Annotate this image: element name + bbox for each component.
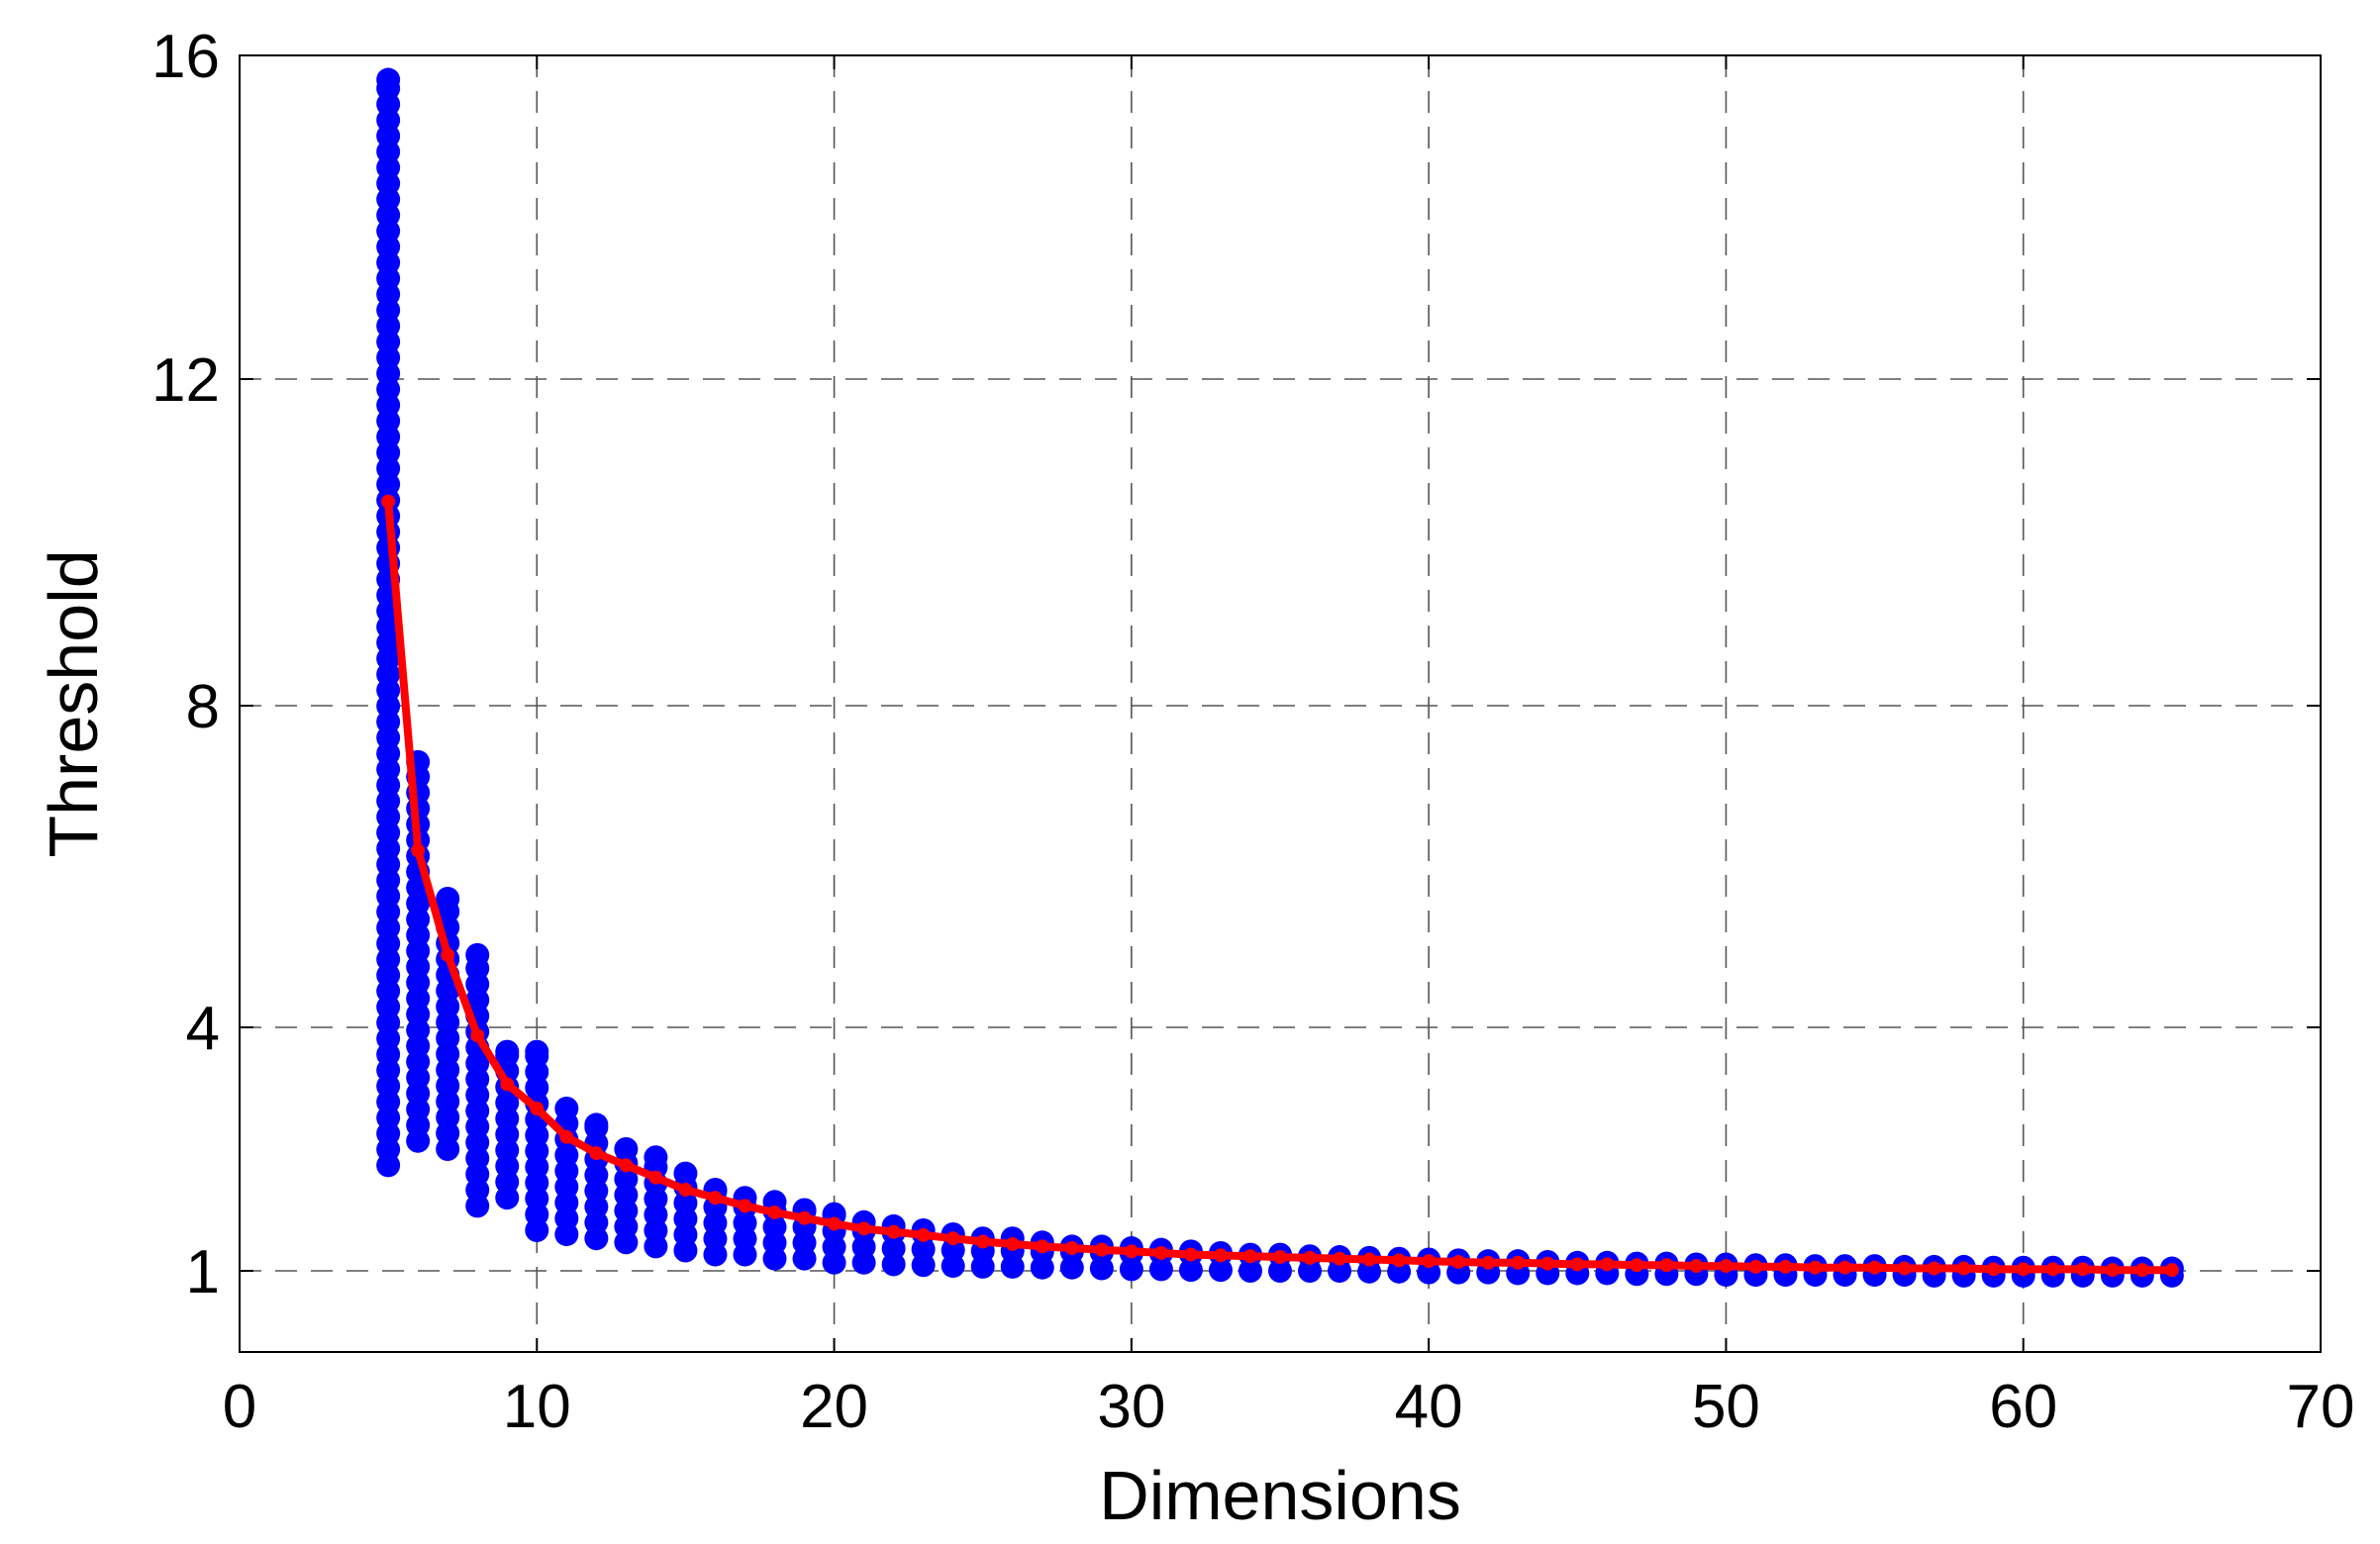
line-point <box>500 1077 515 1092</box>
x-tick-label: 10 <box>503 1373 571 1441</box>
line-point <box>2016 1262 2031 1277</box>
y-tick-label: 1 <box>186 1238 220 1306</box>
line-point <box>1927 1261 1941 1276</box>
line-point <box>619 1158 634 1173</box>
line-point <box>1064 1241 1079 1256</box>
line-point <box>1183 1247 1198 1262</box>
line-point <box>2164 1263 2179 1278</box>
line-point <box>470 1028 485 1043</box>
line-point <box>827 1216 842 1231</box>
scatter-point <box>584 1112 609 1137</box>
line-point <box>1362 1252 1377 1267</box>
plot-frame <box>239 54 2322 1353</box>
scatter-point <box>376 67 401 92</box>
scatter-point <box>644 1145 668 1170</box>
line-point <box>1242 1249 1257 1264</box>
x-axis-ticks: 0 10 20 30 40 50 60 70 <box>223 55 2355 1441</box>
plot-background <box>240 55 2321 1352</box>
line-point <box>530 1102 545 1115</box>
line-point <box>1778 1259 1793 1274</box>
line-point <box>1956 1261 1971 1276</box>
scatter-point <box>614 1137 639 1161</box>
line-point <box>1540 1256 1555 1271</box>
line-point <box>797 1210 812 1225</box>
line-point <box>1392 1253 1407 1268</box>
line-point <box>1451 1254 1466 1269</box>
line-point <box>2075 1262 2090 1277</box>
line-point <box>1897 1261 1912 1276</box>
x-axis-label: Dimensions <box>1099 1457 1461 1534</box>
line-point <box>1659 1258 1674 1273</box>
line-point <box>1630 1258 1644 1273</box>
x-tick-label: 60 <box>1989 1373 2057 1441</box>
line-point <box>856 1221 871 1236</box>
line-point <box>1808 1260 1823 1275</box>
scatter-point <box>495 1039 520 1064</box>
line-point <box>886 1224 901 1239</box>
line-point <box>559 1129 574 1144</box>
scatter-point <box>465 942 490 967</box>
line-point <box>1481 1255 1496 1270</box>
scatter-point <box>525 1039 549 1064</box>
line-point <box>1333 1251 1347 1266</box>
line-point <box>411 843 426 858</box>
x-tick-label: 0 <box>223 1373 256 1441</box>
scatter-point <box>673 1161 698 1186</box>
line-point <box>589 1146 604 1161</box>
line-point <box>916 1227 931 1242</box>
line-point <box>1035 1239 1049 1254</box>
line-point <box>1837 1260 1852 1275</box>
line-point <box>1422 1254 1437 1269</box>
line-point <box>648 1170 663 1185</box>
line-point <box>1570 1257 1585 1272</box>
line-point <box>1124 1244 1139 1259</box>
scatter-point <box>436 887 460 911</box>
line-point <box>975 1234 990 1249</box>
line-point <box>1153 1245 1168 1260</box>
x-tick-label: 30 <box>1097 1373 1165 1441</box>
line-point <box>1719 1259 1734 1274</box>
y-axis-ticks: 1 4 8 12 16 <box>151 23 2321 1306</box>
line-point <box>1986 1262 2001 1277</box>
line-point <box>945 1231 960 1246</box>
line-point <box>678 1183 693 1197</box>
line-point <box>2134 1263 2149 1278</box>
line-point <box>1303 1250 1318 1265</box>
line-point <box>1748 1259 1763 1274</box>
line-point <box>381 494 396 509</box>
line-point <box>1600 1257 1615 1272</box>
line-point <box>1867 1260 1882 1275</box>
line-point <box>738 1199 752 1213</box>
x-tick-label: 50 <box>1692 1373 1760 1441</box>
line-point <box>1689 1259 1704 1274</box>
line-point <box>708 1191 723 1206</box>
y-axis-label: Threshold <box>35 549 112 857</box>
line-point <box>1094 1242 1109 1257</box>
scatter-point <box>554 1097 579 1120</box>
y-tick-label: 12 <box>151 346 220 415</box>
y-tick-label: 4 <box>186 995 220 1063</box>
line-point <box>1213 1248 1228 1263</box>
y-tick-label: 8 <box>186 673 220 741</box>
line-point <box>1511 1255 1526 1270</box>
line-point <box>767 1205 782 1219</box>
line-point <box>1005 1236 1020 1251</box>
line-point <box>2045 1262 2060 1277</box>
line-series <box>381 494 2179 1278</box>
y-tick-label: 16 <box>151 23 220 91</box>
x-tick-label: 40 <box>1395 1373 1463 1441</box>
x-tick-label: 20 <box>800 1373 868 1441</box>
x-tick-label: 70 <box>2287 1373 2355 1441</box>
line-point <box>1273 1250 1287 1265</box>
line-point <box>2105 1263 2120 1278</box>
line-point <box>441 947 455 962</box>
